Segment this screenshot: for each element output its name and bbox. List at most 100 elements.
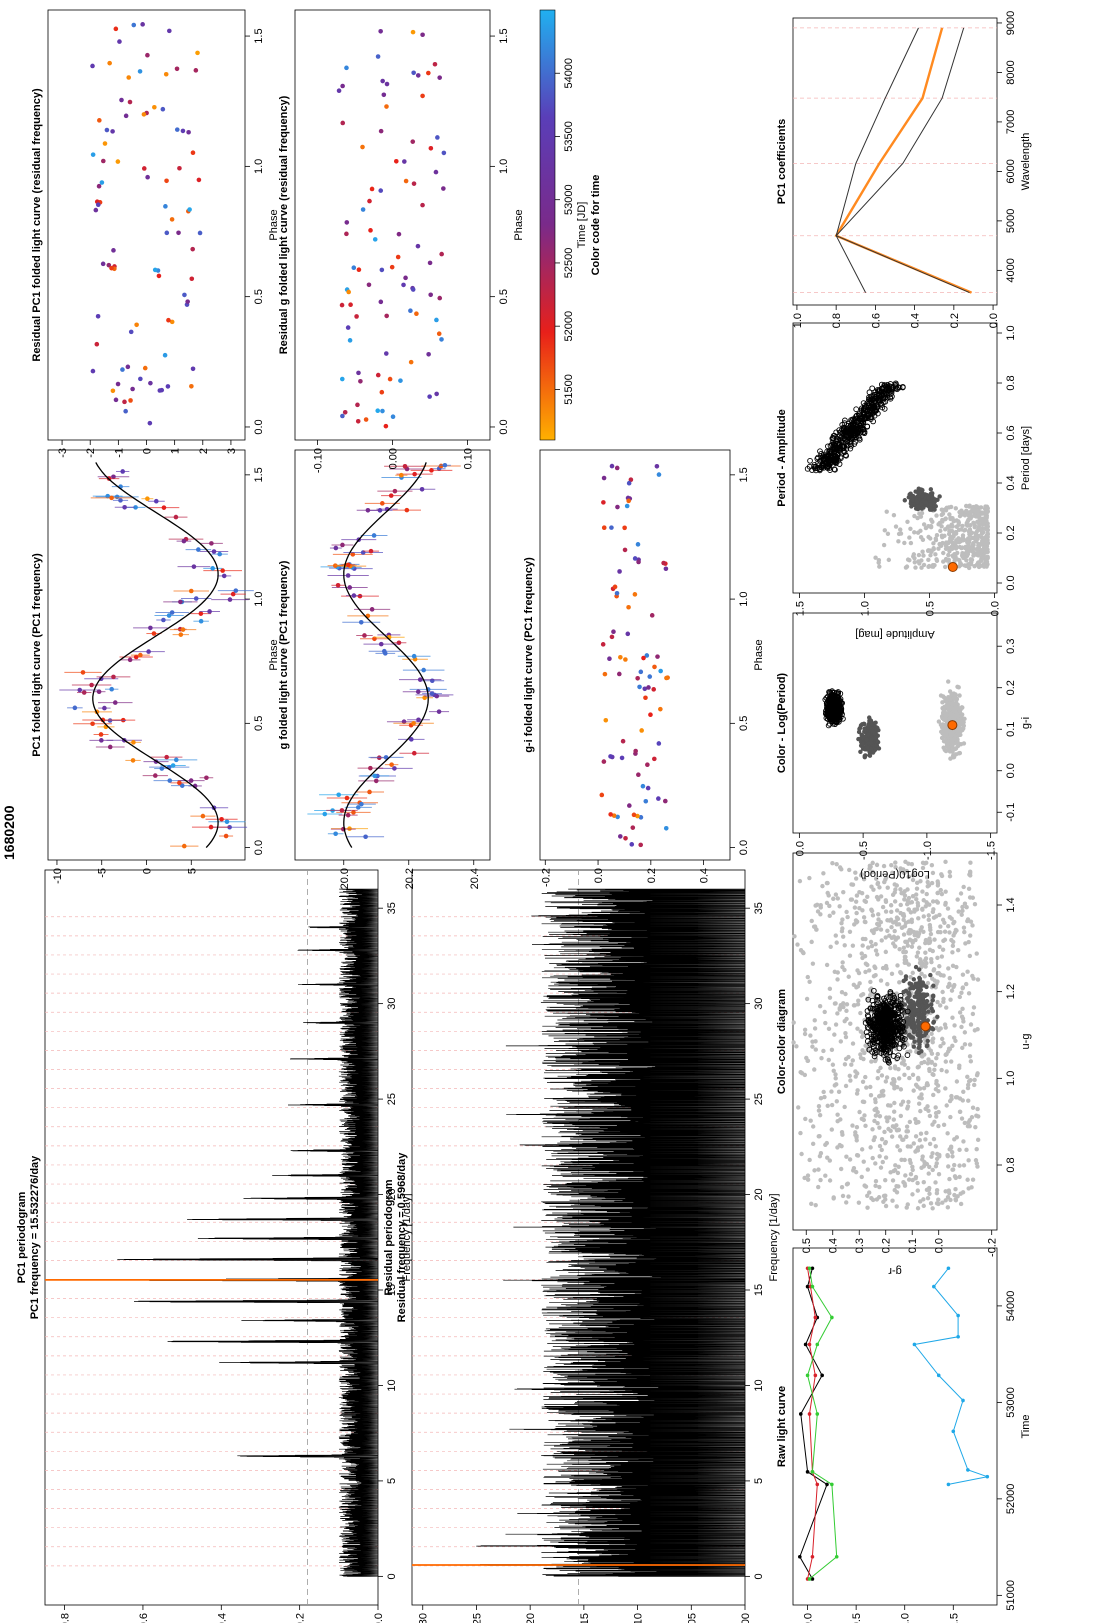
period_amplitude-point [916, 552, 922, 558]
residual_g_folded-point [411, 181, 417, 186]
color_color-point [851, 1166, 857, 1171]
color_color-point [964, 981, 969, 987]
color_color-point [921, 1197, 926, 1202]
color_color-point [935, 879, 940, 884]
color_color-point [925, 1082, 930, 1088]
gi_folded-point [601, 500, 606, 505]
color_color-point [825, 880, 830, 886]
color_color-point [910, 970, 915, 976]
gi_folded-point [633, 748, 638, 754]
color_color-point [854, 920, 859, 925]
color_color-point [922, 1033, 927, 1038]
g_folded-point [357, 593, 363, 599]
residual_g_folded-point [432, 61, 438, 67]
color_color-point [919, 925, 924, 930]
color_color-point [932, 937, 937, 942]
pc1_folded-point [145, 496, 150, 502]
gi_folded-point [656, 472, 662, 477]
color_color-point [898, 971, 904, 976]
pc1_folded-point [107, 744, 113, 750]
gi_folded-point [601, 759, 607, 764]
color_color-point [965, 1123, 971, 1129]
color_color-point [877, 885, 882, 890]
residual_pc1_folded-point [162, 352, 168, 358]
residual_pc1_folded-point [190, 150, 196, 156]
color_logperiod-point [950, 753, 956, 758]
g_folded-ytick-label: 20.2 [404, 868, 416, 889]
color_color-ytick-label: 0.5 [801, 1238, 813, 1253]
gi_folded-point [656, 796, 661, 801]
color_color-point [938, 887, 943, 893]
raw-lc-point [810, 1577, 815, 1581]
color_color-point [940, 1036, 945, 1042]
color_color-point [834, 1099, 840, 1104]
color_color-point [883, 935, 888, 940]
color_logperiod-point [943, 748, 949, 754]
color_color-point [892, 899, 898, 904]
residual_g_folded-xlabel: Phase [513, 209, 525, 240]
color_color-point [930, 1151, 935, 1156]
color_color-point [943, 1059, 948, 1064]
raw-lc-point [807, 1342, 812, 1347]
gi_folded-point [626, 498, 631, 504]
pc1_folded-point [173, 514, 179, 520]
color_color-point [889, 1042, 896, 1049]
color_logperiod-point [947, 701, 952, 706]
color_color-point [879, 1136, 885, 1142]
color_color-point [846, 974, 851, 979]
color_color-point [968, 933, 973, 938]
gi_folded-panel: 0.00.51.01.50.40.20.0-0.2g-i folded ligh… [523, 449, 765, 887]
color_color-point [873, 1023, 880, 1030]
residual_pc1_folded-point [157, 388, 163, 393]
color_color-point [871, 1053, 878, 1060]
color_color-point [813, 1047, 818, 1052]
residual_periodogram-spectrum-line [436, 888, 746, 1577]
color_color-point [910, 1016, 916, 1022]
color_logperiod-xtick-label: 0.1 [1005, 722, 1017, 737]
color_color-point [924, 1130, 929, 1136]
residual_pc1_folded-point [120, 367, 125, 372]
residual_g_folded-point [441, 186, 446, 191]
color_color-point [924, 891, 929, 897]
color_logperiod-ytick-label: -0.5 [858, 841, 870, 860]
gi_folded-point [641, 655, 646, 661]
color_color-point [840, 1193, 846, 1199]
period_amplitude-point [956, 536, 961, 541]
color_color-point [906, 1065, 911, 1071]
color_color-point [827, 1178, 833, 1183]
color_color-point [809, 939, 814, 945]
residual_g_folded-point [358, 378, 363, 384]
color_color-point [902, 1181, 907, 1186]
period_amplitude-point [902, 540, 907, 546]
color_color-point [874, 993, 881, 1000]
color_color-point [881, 1002, 888, 1008]
residual_periodogram-xtick-label: 30 [753, 998, 765, 1010]
color_color-point [877, 1154, 882, 1159]
color_color-point [859, 1147, 865, 1152]
period_amplitude-point [913, 565, 918, 570]
color_color-point [878, 927, 884, 932]
color_color-point [883, 1079, 889, 1084]
color_logperiod-point [962, 716, 967, 722]
color_color-point [902, 897, 907, 902]
color_color-point [960, 1006, 965, 1012]
gi_folded-xtick-label: 0.5 [738, 716, 750, 731]
residual_pc1_folded-point [95, 202, 101, 208]
period_amplitude-point [893, 524, 899, 529]
period_amplitude-point [933, 536, 938, 541]
color_color-point [938, 1003, 943, 1008]
color_color-point [797, 878, 803, 884]
residual_g_folded-point [340, 413, 345, 419]
period_amplitude-point [963, 527, 968, 533]
color_color-point [902, 870, 907, 876]
color_color-point [908, 1160, 913, 1166]
raw-lc-point [813, 1315, 818, 1320]
residual_pc1_folded-point [147, 420, 153, 426]
color_logperiod-point [834, 693, 841, 700]
color_logperiod-point [827, 694, 833, 701]
residual_g_folded-point [375, 372, 381, 378]
raw-lc-point [805, 1470, 810, 1474]
raw-lc-point [807, 1412, 812, 1416]
pc1_folded-point [122, 504, 127, 510]
color_color-point [968, 1059, 974, 1064]
